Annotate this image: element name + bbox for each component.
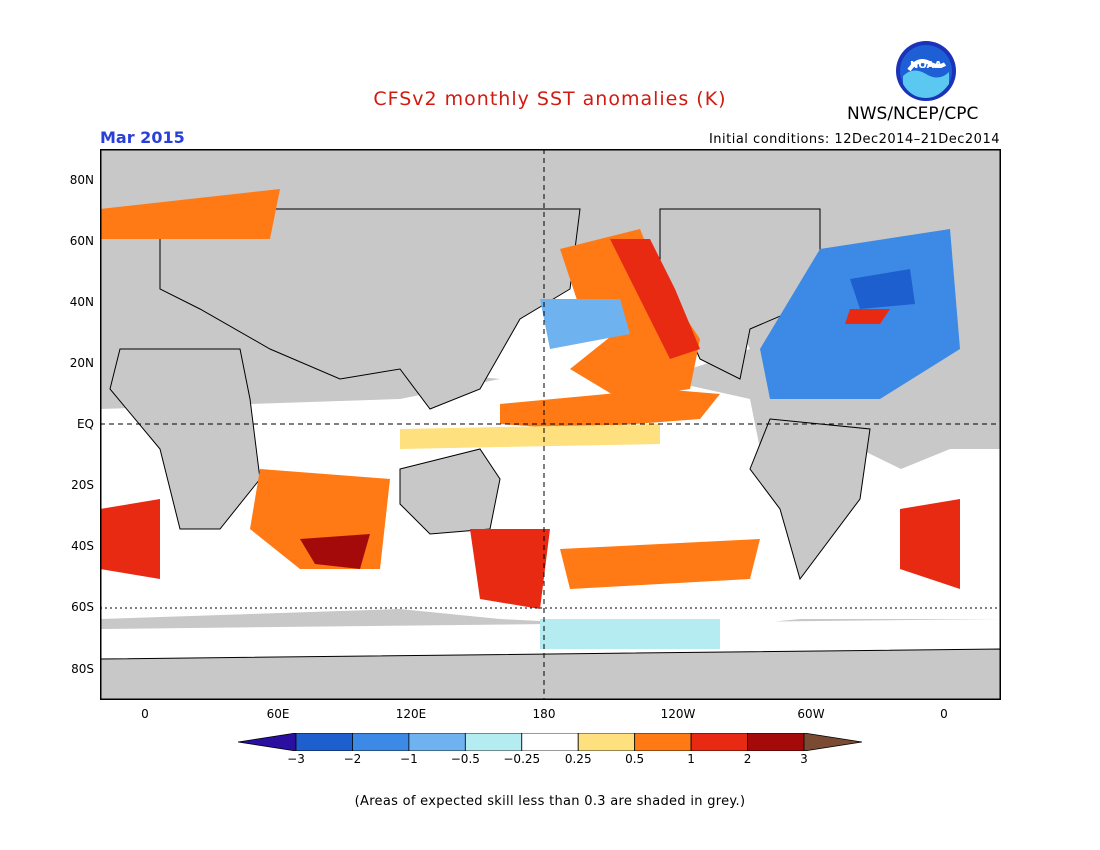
- ne-pacific-strong-warm-anomaly: [610, 239, 700, 359]
- sst-anomaly-map: [100, 149, 1001, 700]
- lat-label: 40S: [71, 539, 94, 553]
- lon-label: 60E: [266, 707, 290, 721]
- map-title: CFSv2 monthly SST anomalies (K): [373, 88, 727, 110]
- valid-month-label: Mar 2015: [100, 128, 185, 147]
- colorbar-tick-label: −3: [287, 752, 305, 766]
- lon-label: 120E: [395, 707, 427, 721]
- colorbar-tick-label: −0.5: [450, 752, 480, 766]
- colorbar-min-arrow: [238, 733, 297, 751]
- colorbar-swatch: [634, 733, 692, 751]
- logo-text: NOAA: [910, 60, 942, 71]
- n-atlantic-warm-streak: [845, 309, 890, 324]
- colorbar-tick-label: 1: [687, 752, 695, 766]
- agency-label: NWS/NCEP/CPC: [847, 104, 979, 124]
- lon-label: 180: [532, 707, 556, 721]
- colorbar-tick-label: −2: [343, 752, 362, 766]
- colorbar-tick-label: 0.25: [564, 752, 592, 766]
- colorbar-swatch: [295, 733, 353, 751]
- equatorial-pacific-warm-anomaly: [500, 389, 720, 429]
- lon-label: 60W: [797, 707, 825, 721]
- arctic-warm-fringe: [100, 189, 280, 239]
- n-atlantic-deep-cool: [850, 269, 915, 309]
- southern-ocean-cool: [540, 619, 720, 649]
- colorbar-tick-label: 2: [743, 752, 752, 766]
- s-pacific-warm-anomaly: [560, 539, 760, 589]
- lon-label: 120W: [660, 707, 696, 721]
- colorbar-swatch: [690, 733, 748, 751]
- lat-label: 60S: [71, 600, 94, 614]
- colorbar-swatch: [408, 733, 466, 751]
- antarctica-land: [100, 648, 1001, 700]
- africa-land: [109, 348, 261, 530]
- equatorial-band-light-warm: [400, 424, 660, 449]
- lon-label: 0: [141, 707, 149, 721]
- colorbar: [238, 733, 862, 751]
- initial-conditions-label: Initial conditions: 12Dec2014–21Dec2014: [708, 132, 1000, 147]
- colorbar-swatch: [352, 733, 410, 751]
- sw-atlantic-ind-warm: [100, 499, 160, 579]
- south-america-land: [749, 418, 871, 581]
- lat-label: 20S: [71, 478, 94, 492]
- n-pacific-cool-anomaly: [540, 299, 630, 349]
- colorbar-swatch: [747, 733, 805, 751]
- colorbar-tick-label: 3: [800, 752, 808, 766]
- skill-footnote: (Areas of expected skill less than 0.3 a…: [354, 794, 746, 809]
- s-atlantic-warm-anomaly: [900, 499, 960, 589]
- lon-label: 0: [940, 707, 948, 721]
- lat-label: 80S: [71, 662, 94, 676]
- colorbar-swatch: [464, 733, 523, 751]
- colorbar-max-arrow: [803, 733, 862, 751]
- lat-label: 20N: [69, 356, 94, 370]
- s-indian-strong-warm: [300, 534, 370, 569]
- colorbar-swatch: [521, 733, 579, 751]
- lat-label: 40N: [69, 295, 94, 309]
- lat-label: 80N: [69, 173, 94, 187]
- ne-pacific-warm-anomaly: [560, 229, 700, 399]
- lat-label: 60N: [69, 234, 94, 248]
- colorbar-tick-label: 0.5: [625, 752, 645, 766]
- noaa-logo-icon: NOAA: [895, 40, 957, 102]
- tasman-warm-anomaly: [470, 529, 550, 609]
- lat-label: EQ: [76, 417, 94, 431]
- colorbar-tick-label: −0.25: [503, 752, 541, 766]
- colorbar-tick-label: −1: [400, 752, 418, 766]
- map-frame: [100, 149, 1001, 700]
- colorbar-swatch: [577, 733, 636, 751]
